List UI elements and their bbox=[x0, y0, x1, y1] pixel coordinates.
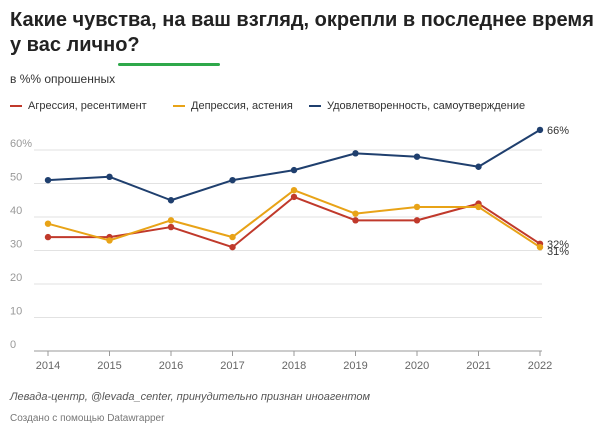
legend-swatch-depression bbox=[173, 105, 185, 107]
data-point-series-2 bbox=[413, 153, 421, 160]
x-tick-label: 2018 bbox=[282, 360, 306, 372]
label-layer: 32%31% 66% bbox=[547, 125, 569, 258]
legend-label-aggression: Агрессия, ресентимент bbox=[28, 100, 147, 112]
y-tick-label: 30 bbox=[10, 239, 22, 251]
line-chart: 0 10 20 30 40 50 60% 2014 2015 2016 2017 2018 2019 20… bbox=[10, 125, 569, 372]
legend-item-aggression: Агрессия, ресентимент bbox=[10, 100, 147, 112]
data-point-series-2 bbox=[290, 166, 298, 174]
data-point-series-0 bbox=[290, 193, 298, 201]
legend-item-depression: Депрессия, астения bbox=[173, 100, 293, 112]
chart-title: Какие чувства, на ваш взгляд, окрепли в … bbox=[10, 9, 594, 56]
x-tick-label: 2015 bbox=[97, 360, 121, 372]
x-tick-label: 2021 bbox=[466, 360, 490, 372]
data-point-series-1 bbox=[352, 210, 359, 217]
data-point-series-0 bbox=[352, 217, 359, 224]
grid-layer bbox=[34, 149, 542, 352]
data-point-series-0 bbox=[167, 223, 175, 231]
chart-subtitle: в %% опрошенных bbox=[10, 72, 116, 86]
end-label-series-1: 31% bbox=[547, 246, 569, 258]
data-point-series-1 bbox=[475, 203, 482, 211]
x-tick-label: 2016 bbox=[159, 360, 183, 372]
data-point-series-2 bbox=[475, 163, 482, 170]
data-point-series-1 bbox=[229, 233, 236, 241]
legend: Агрессия, ресентимент Депрессия, астения… bbox=[10, 100, 600, 116]
data-point-series-0 bbox=[44, 233, 52, 241]
legend-swatch-aggression bbox=[10, 105, 22, 107]
data-point-series-2 bbox=[44, 176, 52, 184]
end-label-series-2: 66% bbox=[547, 125, 569, 137]
x-tick-label: 2019 bbox=[343, 360, 367, 372]
title-highlight-underline bbox=[118, 63, 220, 66]
data-point-series-1 bbox=[167, 217, 175, 224]
data-point-series-1 bbox=[536, 243, 544, 251]
data-point-series-2 bbox=[167, 197, 175, 204]
y-tick-label: 40 bbox=[10, 205, 22, 217]
y-tick-label: 10 bbox=[10, 306, 22, 318]
x-tick-label: 2020 bbox=[405, 360, 429, 372]
series-line-0 bbox=[48, 195, 541, 249]
data-point-series-1 bbox=[290, 187, 298, 194]
data-point-series-1 bbox=[106, 237, 113, 244]
data-point-series-2 bbox=[229, 176, 236, 184]
y-tick-label: 0 bbox=[10, 339, 16, 351]
legend-swatch-satisfaction bbox=[309, 105, 321, 107]
legend-label-depression: Депрессия, астения bbox=[191, 100, 293, 112]
series-layer bbox=[44, 126, 544, 251]
y-tick-label: 50 bbox=[10, 172, 22, 184]
x-tick-label: 2022 bbox=[528, 360, 552, 372]
data-point-series-1 bbox=[413, 203, 421, 211]
y-tick-label: 60% bbox=[10, 138, 32, 150]
data-point-series-2 bbox=[106, 173, 113, 180]
credit-note: Создано с помощью Datawrapper bbox=[10, 413, 165, 424]
source-note: Левада-центр, @levada_center, принудител… bbox=[10, 391, 371, 403]
axis-layer: 0 10 20 30 40 50 60% 2014 2015 2016 2017 2018 2019 20… bbox=[10, 138, 552, 372]
y-tick-label: 20 bbox=[10, 272, 22, 284]
data-point-series-2 bbox=[352, 150, 359, 157]
data-point-series-0 bbox=[229, 243, 236, 251]
x-tick-label: 2014 bbox=[36, 360, 60, 372]
data-point-series-2 bbox=[536, 126, 544, 134]
x-tick-label: 2017 bbox=[220, 360, 244, 372]
data-point-series-0 bbox=[413, 217, 421, 224]
data-point-series-1 bbox=[44, 220, 52, 227]
legend-label-satisfaction: Удовлетворенность, самоутверждение bbox=[327, 100, 526, 112]
end-label-series-0: 32% bbox=[547, 239, 569, 251]
legend-item-satisfaction: Удовлетворенность, самоутверждение bbox=[309, 100, 525, 112]
